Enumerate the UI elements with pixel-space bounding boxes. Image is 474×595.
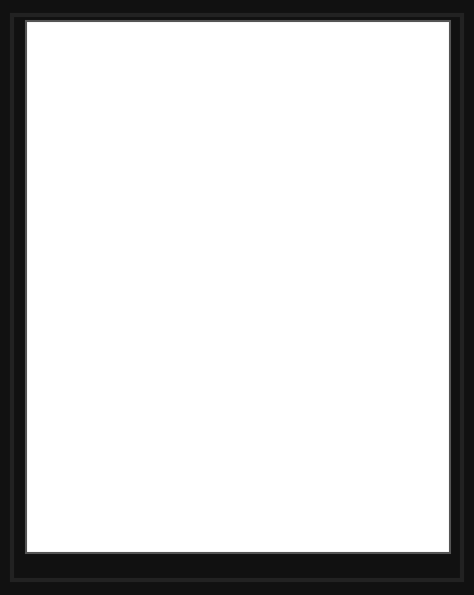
- Polygon shape: [188, 26, 199, 548]
- Text: Pseudoaneurysm: Pseudoaneurysm: [56, 325, 158, 338]
- Circle shape: [157, 282, 162, 289]
- Circle shape: [153, 297, 159, 304]
- Ellipse shape: [148, 324, 157, 333]
- Polygon shape: [173, 25, 401, 549]
- Circle shape: [156, 283, 163, 292]
- Text: Inguinal ligament: Inguinal ligament: [279, 290, 405, 304]
- Text: CFA: CFA: [138, 252, 181, 272]
- Circle shape: [153, 295, 159, 303]
- Polygon shape: [182, 26, 205, 548]
- Ellipse shape: [141, 317, 170, 350]
- Polygon shape: [171, 24, 403, 550]
- Polygon shape: [131, 359, 191, 534]
- Polygon shape: [177, 26, 210, 549]
- Circle shape: [152, 284, 167, 303]
- Polygon shape: [136, 361, 186, 533]
- Text: CFV: CFV: [234, 270, 268, 290]
- Ellipse shape: [142, 318, 173, 355]
- Circle shape: [151, 286, 158, 296]
- Circle shape: [160, 295, 167, 303]
- Circle shape: [162, 290, 169, 298]
- Polygon shape: [187, 26, 201, 548]
- Circle shape: [162, 290, 169, 298]
- Polygon shape: [135, 361, 187, 533]
- Circle shape: [153, 285, 159, 293]
- Circle shape: [156, 297, 163, 305]
- Text: PFA: PFA: [101, 418, 156, 436]
- Polygon shape: [169, 23, 405, 552]
- Polygon shape: [160, 16, 414, 558]
- Polygon shape: [132, 360, 189, 534]
- Polygon shape: [180, 26, 208, 548]
- Circle shape: [160, 285, 167, 293]
- Circle shape: [151, 290, 157, 298]
- Text: AV fistula: AV fistula: [237, 336, 298, 355]
- Text: SFA: SFA: [185, 420, 206, 441]
- Polygon shape: [129, 358, 192, 536]
- Text: Perforation: Perforation: [81, 280, 159, 293]
- Circle shape: [161, 283, 167, 292]
- Polygon shape: [185, 26, 202, 548]
- Circle shape: [162, 292, 168, 300]
- Polygon shape: [134, 361, 188, 533]
- Polygon shape: [166, 21, 408, 553]
- Polygon shape: [164, 18, 410, 556]
